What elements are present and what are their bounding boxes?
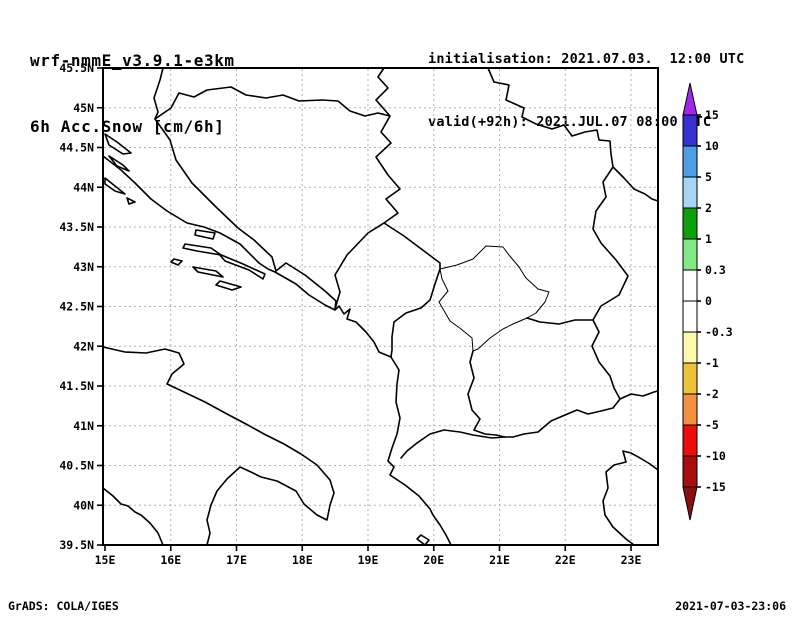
header-right: initialisation: 2021.07.03. 12:00 UTC va…: [428, 7, 744, 175]
border-serbia-romania-bulgaria: [487, 67, 659, 321]
svg-text:43N: 43N: [73, 260, 94, 274]
svg-text:22E: 22E: [555, 553, 576, 567]
border-montenegro: [275, 222, 441, 358]
svg-text:-15: -15: [705, 480, 726, 494]
grads-credit: GrADS: COLA/IGES: [8, 599, 119, 613]
corfu-island: [416, 534, 430, 546]
svg-text:39.5N: 39.5N: [59, 538, 94, 552]
border-west-bosnia: [154, 118, 277, 272]
svg-text:-1: -1: [705, 356, 719, 370]
svg-text:19E: 19E: [358, 553, 379, 567]
creation-timestamp: 2021-07-03-23:06: [675, 599, 786, 613]
svg-text:43.5N: 43.5N: [59, 220, 94, 234]
border-kosovo: [438, 245, 550, 352]
svg-text:-5: -5: [705, 418, 719, 432]
axis-labels: 45.5N 45N 44.5N 44N 43.5N 43N 42.5N 42N 41.5N 41N…: [59, 61, 641, 567]
svg-text:-10: -10: [705, 449, 726, 463]
svg-text:21E: 21E: [489, 553, 510, 567]
croatian-islands: [104, 133, 266, 291]
svg-text:0.3: 0.3: [705, 263, 726, 277]
svg-text:23E: 23E: [621, 553, 642, 567]
svg-text:1: 1: [705, 232, 712, 246]
svg-text:15: 15: [705, 108, 719, 122]
model-title: wrf-nmmE_v3.9.1-e3km: [30, 51, 235, 70]
graticule-gridlines: [104, 69, 657, 544]
svg-text:17E: 17E: [226, 553, 247, 567]
svg-text:10: 10: [705, 139, 719, 153]
coastline-east-adriatic: [102, 155, 452, 546]
init-time-label: initialisation: 2021.07.03. 12:00 UTC: [428, 51, 745, 67]
svg-text:5: 5: [705, 170, 712, 184]
svg-text:42.5N: 42.5N: [59, 300, 94, 314]
svg-text:45.5N: 45.5N: [59, 61, 94, 75]
variable-title: 6h Acc.Snow [cm/6h]: [30, 117, 225, 136]
svg-text:42N: 42N: [73, 339, 94, 353]
svg-text:2: 2: [705, 201, 712, 215]
svg-text:18E: 18E: [292, 553, 313, 567]
svg-text:45N: 45N: [73, 101, 94, 115]
svg-text:16E: 16E: [160, 553, 181, 567]
svg-text:20E: 20E: [423, 553, 444, 567]
svg-text:41N: 41N: [73, 419, 94, 433]
svg-text:40N: 40N: [73, 498, 94, 512]
svg-text:44.5N: 44.5N: [59, 141, 94, 155]
svg-text:41.5N: 41.5N: [59, 379, 94, 393]
colorbar: 15 10 5 2 1 0.3 0 -0.3 -1 -2 -5 -10 -15: [682, 82, 733, 521]
svg-text:44N: 44N: [73, 180, 94, 194]
axis-ticks: [97, 67, 632, 551]
geography: [102, 67, 659, 546]
svg-text:40.5N: 40.5N: [59, 459, 94, 473]
svg-text:-2: -2: [705, 387, 719, 401]
svg-text:0: 0: [705, 294, 712, 308]
svg-text:-0.3: -0.3: [705, 325, 733, 339]
border-bosnia-croatia-serbia: [153, 67, 401, 224]
svg-text:15E: 15E: [95, 553, 116, 567]
header-left: wrf-nmmE_v3.9.1-e3km 6h Acc.Snow [cm/6h]: [30, 6, 235, 182]
coastline-aegean: [602, 450, 659, 546]
coastline-italy-tyrrhenian: [102, 487, 164, 546]
coastline-italy-adriatic: [102, 346, 335, 546]
border-macedonia-greece: [400, 317, 659, 459]
